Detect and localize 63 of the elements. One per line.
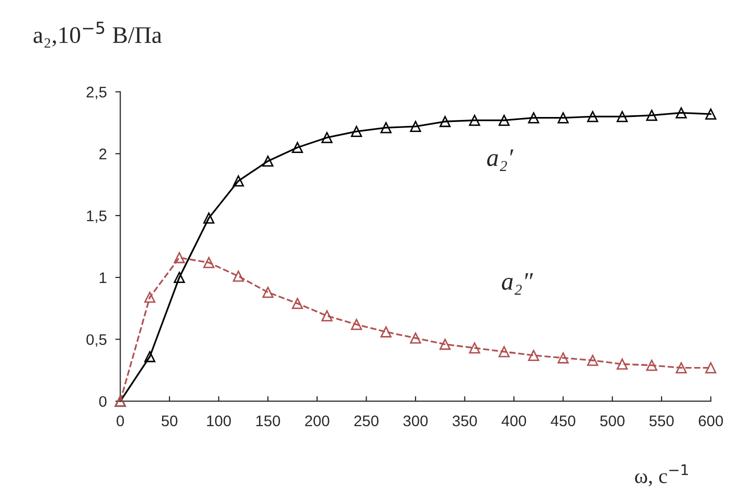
point bbox=[292, 298, 303, 309]
y-tick-label: 2 bbox=[99, 148, 106, 160]
point bbox=[410, 332, 422, 344]
point bbox=[203, 212, 214, 224]
annotation: a₂″ bbox=[502, 273, 533, 295]
x-tick-label: 350 bbox=[452, 415, 477, 426]
point bbox=[498, 114, 510, 126]
point bbox=[646, 360, 658, 371]
point bbox=[705, 362, 716, 374]
point bbox=[262, 286, 274, 298]
y-tick-label: 0 bbox=[99, 396, 106, 407]
point bbox=[587, 111, 598, 122]
point bbox=[528, 350, 540, 361]
point bbox=[380, 122, 392, 134]
point bbox=[469, 114, 480, 126]
point bbox=[616, 111, 628, 122]
x-tick-label: 300 bbox=[403, 415, 428, 426]
x-tick-label: 0 bbox=[116, 415, 124, 426]
point bbox=[203, 257, 214, 268]
point bbox=[410, 120, 422, 132]
point bbox=[616, 358, 628, 370]
point bbox=[469, 342, 480, 354]
point bbox=[528, 112, 540, 124]
point bbox=[232, 175, 244, 186]
point bbox=[350, 318, 362, 330]
x-tick-label: 50 bbox=[162, 415, 178, 426]
x-tick-label: 500 bbox=[600, 415, 625, 426]
point bbox=[646, 110, 658, 121]
y-tick-label: 2,5 bbox=[86, 86, 106, 100]
point bbox=[498, 346, 510, 358]
point bbox=[676, 107, 687, 118]
point bbox=[144, 292, 156, 303]
x-tick-label: 600 bbox=[698, 415, 723, 426]
x-tick-label: 150 bbox=[256, 415, 280, 426]
y-tick-label: 0,5 bbox=[86, 334, 106, 347]
annotation: a₂′ bbox=[487, 150, 514, 171]
x-tick-label: 250 bbox=[354, 415, 378, 426]
x-tick-label: 550 bbox=[649, 415, 674, 426]
y-axis-title: a₂,10$^{−5}$ В/Па bbox=[34, 22, 162, 48]
point bbox=[174, 272, 185, 283]
point bbox=[292, 142, 303, 154]
x-tick-label: 400 bbox=[502, 415, 526, 426]
point bbox=[174, 252, 185, 264]
point bbox=[676, 362, 687, 374]
x-tick-label: 100 bbox=[207, 415, 231, 426]
x-tick-label: 200 bbox=[305, 415, 330, 426]
y-tick-label: 1 bbox=[100, 272, 106, 283]
point bbox=[350, 126, 362, 137]
y-tick-label: 1,5 bbox=[87, 210, 106, 224]
point bbox=[440, 116, 451, 128]
x-tick-label: 450 bbox=[550, 415, 576, 426]
point bbox=[558, 352, 569, 364]
point bbox=[262, 156, 274, 167]
point bbox=[321, 132, 333, 144]
point bbox=[705, 108, 716, 120]
point bbox=[144, 351, 156, 362]
point bbox=[440, 338, 451, 350]
point bbox=[321, 310, 333, 322]
x-axis-title: ω, с$^{−1}$ bbox=[635, 464, 688, 486]
point bbox=[380, 326, 392, 338]
point bbox=[232, 270, 244, 282]
point bbox=[587, 354, 598, 366]
point bbox=[558, 112, 569, 124]
